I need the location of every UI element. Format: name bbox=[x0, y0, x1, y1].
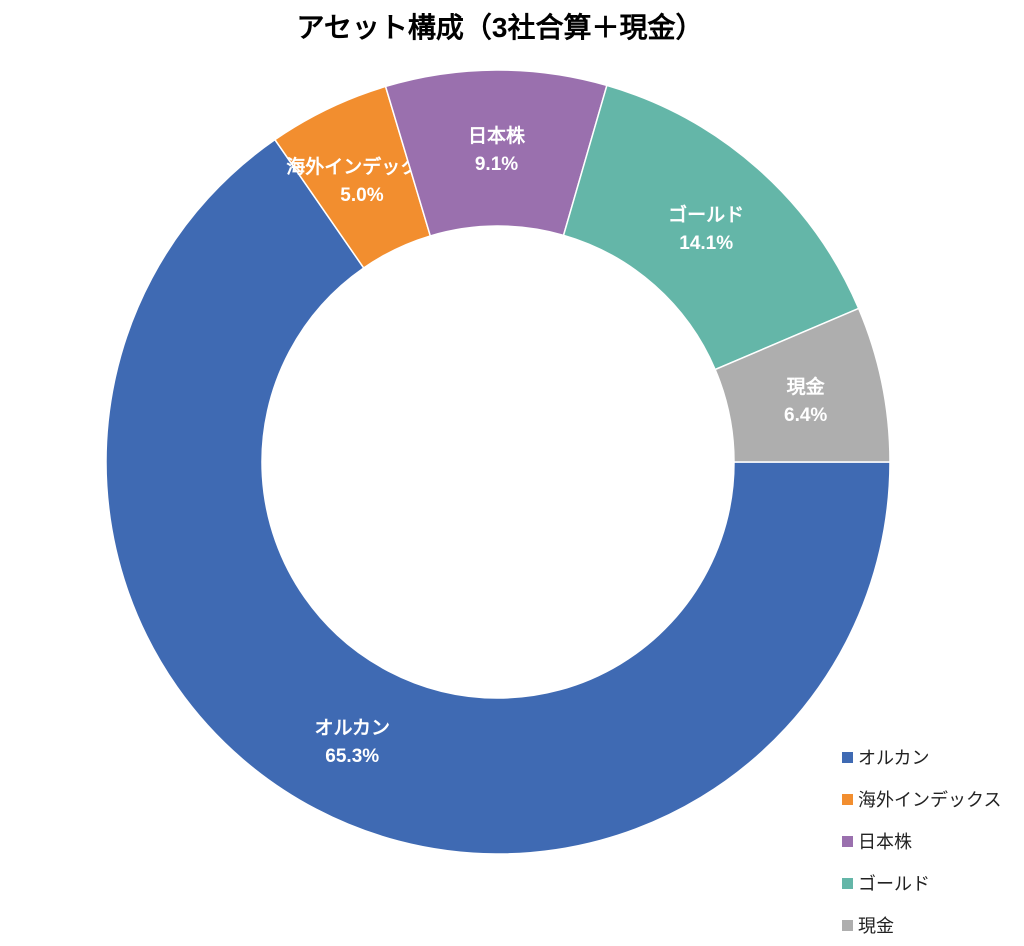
legend-swatch bbox=[842, 919, 853, 931]
legend-label: オルカン bbox=[858, 748, 930, 768]
slice-value-label: 5.0% bbox=[340, 185, 383, 206]
legend-swatch bbox=[842, 835, 853, 847]
slice-0 bbox=[105, 138, 891, 855]
slice-value-label: 65.3% bbox=[325, 746, 379, 767]
slice-value-label: 6.4% bbox=[784, 405, 827, 426]
slice-category-label: 日本株 bbox=[468, 124, 526, 147]
slice-value-label: 9.1% bbox=[475, 154, 518, 175]
legend-item: 現金 bbox=[842, 904, 1001, 946]
legend-label: 海外インデックス bbox=[858, 790, 1002, 810]
chart-title: アセット構成（3社合算＋現金） bbox=[296, 12, 704, 43]
legend-label: 現金 bbox=[858, 916, 894, 936]
legend-swatch bbox=[842, 793, 853, 805]
legend-label: ゴールド bbox=[858, 874, 930, 894]
legend: オルカン海外インデックス 日本株ゴールド現金 bbox=[842, 736, 1001, 946]
slice-3 bbox=[562, 84, 860, 371]
slice-category-label: 海外インデックス bbox=[286, 155, 437, 178]
slice-category-label: ゴールド bbox=[668, 203, 744, 226]
legend-item: ゴールド bbox=[842, 862, 1001, 904]
legend-item: 海外インデックス bbox=[842, 778, 1001, 820]
legend-label: 日本株 bbox=[858, 832, 912, 852]
legend-item: 日本株 bbox=[842, 820, 1001, 862]
slice-category-label: 現金 bbox=[787, 375, 826, 398]
legend-item: オルカン bbox=[842, 736, 1001, 778]
legend-swatch bbox=[842, 751, 853, 763]
slice-value-label: 14.1% bbox=[679, 233, 733, 254]
slice-category-label: オルカン bbox=[315, 717, 390, 739]
legend-swatch bbox=[842, 877, 853, 889]
slice-4 bbox=[714, 307, 891, 463]
